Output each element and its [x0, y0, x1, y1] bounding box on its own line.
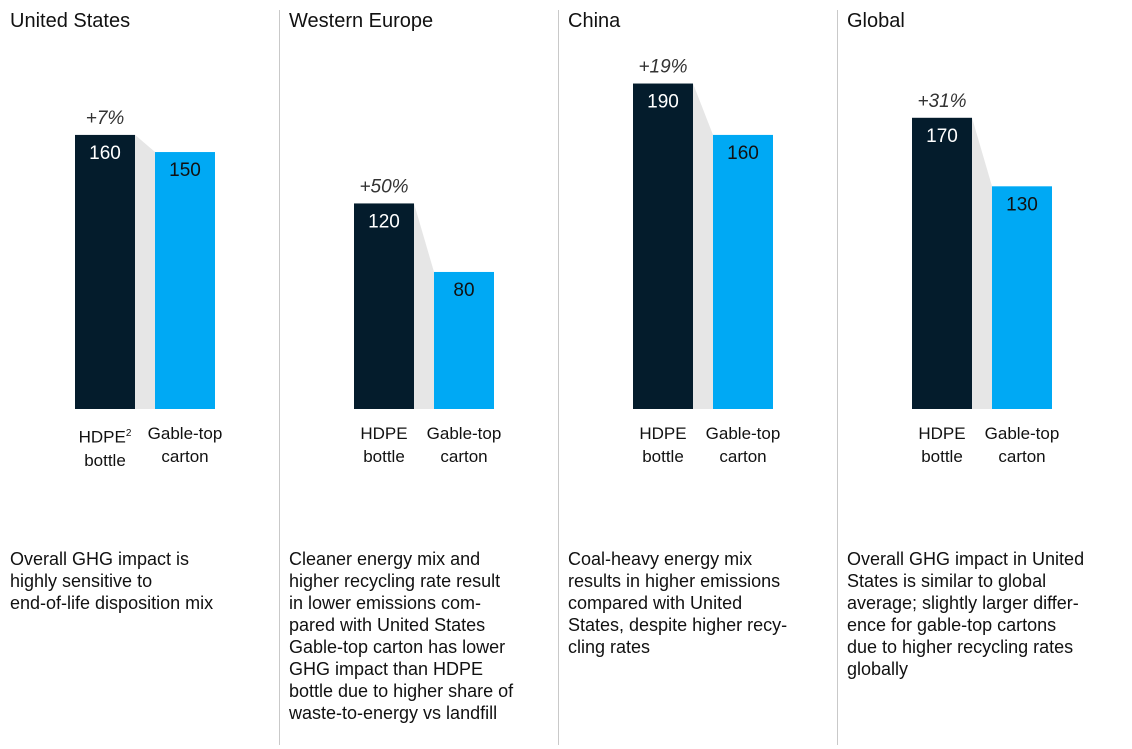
- difference-connector: [972, 117, 992, 409]
- note-line: globally: [847, 659, 909, 679]
- bar-hdpe-bottle: [912, 117, 972, 409]
- bar-hdpe-bottle: [75, 134, 135, 410]
- panel-divider: [558, 10, 559, 745]
- bar-value-label: 130: [1006, 194, 1038, 215]
- note-line: end-of-life disposition mix: [10, 593, 214, 613]
- region-title: United States: [10, 10, 131, 32]
- difference-percent-label: +50%: [359, 176, 408, 197]
- category-label-gable-top-carton: Gable-top carton: [404, 422, 524, 468]
- bar-chart: 120 80 +50%: [354, 176, 494, 409]
- category-label-gable-top-carton: Gable-top carton: [683, 422, 803, 468]
- bar-chart: 190 160 +19%: [633, 57, 773, 410]
- category-label-line: HDPE: [360, 424, 408, 443]
- bar-value-label: 160: [727, 143, 759, 164]
- region-panel: China 190 160 +19% HDPE bottle Gable-top carton…: [558, 0, 837, 749]
- category-label-line: HDPE: [639, 424, 687, 443]
- panel-divider: [279, 10, 280, 745]
- footnote-marker: 2: [125, 428, 132, 439]
- bar-gable-top-carton: [992, 186, 1052, 409]
- note-line: ence for gable-top cartons: [847, 615, 1057, 635]
- bar-gable-top-carton: [434, 271, 494, 409]
- note-line: Overall GHG impact in United: [847, 549, 1085, 569]
- bar-value-label: 170: [926, 126, 958, 147]
- category-label-hdpe-bottle: HDPE2 bottle: [55, 422, 155, 472]
- note-line: cling rates: [568, 637, 651, 657]
- category-label-line: Gable-top: [984, 424, 1060, 443]
- region-note: Coal-heavy energy mix results in higher e…: [568, 548, 828, 658]
- category-label-gable-top-carton: Gable-top carton: [125, 422, 245, 468]
- region-title: Western Europe: [289, 10, 434, 32]
- region-title: China: [568, 10, 621, 32]
- category-label-line: bottle: [921, 447, 963, 466]
- bar-chart: 170 130 +31%: [912, 91, 1052, 409]
- difference-percent-label: +31%: [917, 91, 966, 112]
- category-label-line: bottle: [363, 447, 405, 466]
- note-line: Gable-top carton has lower: [289, 637, 506, 657]
- category-label-line: carton: [440, 447, 488, 466]
- note-line: in lower emissions com-: [289, 593, 482, 613]
- note-line: States is similar to global: [847, 571, 1047, 591]
- note-line: average; slightly larger differ-: [847, 593, 1079, 613]
- region-panel: Global 170 130 +31% HDPE bottle Gable-top carto…: [837, 0, 1116, 749]
- difference-connector: [693, 83, 713, 409]
- difference-connector: [135, 134, 155, 410]
- category-label-line: HDPE: [78, 427, 126, 447]
- panel-divider: [837, 10, 838, 745]
- bar-value-label: 190: [647, 92, 679, 113]
- category-label-line: Gable-top: [426, 424, 502, 443]
- region-panel: Western Europe 120 80 +50% HDPE bottle Gable-t…: [279, 0, 558, 749]
- note-line: bottle due to higher share of: [289, 681, 514, 701]
- note-line: waste-to-energy vs landfill: [289, 703, 498, 723]
- bar-value-label: 160: [89, 143, 121, 164]
- category-label-gable-top-carton: Gable-top carton: [962, 422, 1082, 468]
- region-note: Overall GHG impact is highly sensitive to…: [10, 548, 270, 614]
- category-label-line: carton: [998, 447, 1046, 466]
- bar-gable-top-carton: [713, 134, 773, 410]
- note-line: higher recycling rate result: [289, 571, 501, 591]
- bar-value-label: 80: [453, 280, 474, 301]
- category-label-line: carton: [719, 447, 767, 466]
- region-title: Global: [847, 10, 905, 32]
- bar-value-label: 150: [169, 160, 201, 181]
- difference-percent-label: +7%: [86, 108, 125, 129]
- note-line: compared with United: [568, 593, 743, 613]
- note-line: States, despite higher recy-: [568, 615, 788, 635]
- region-note: Cleaner energy mix and higher recycling r…: [289, 548, 549, 724]
- category-label-line: bottle: [84, 450, 126, 470]
- region-panel: United States 160 150 +7% HDPE2 bottle Gable-t…: [0, 0, 279, 749]
- note-line: Overall GHG impact is: [10, 549, 190, 569]
- bar-hdpe-bottle: [633, 83, 693, 409]
- bar-value-label: 120: [368, 211, 400, 232]
- bar-hdpe-bottle: [354, 203, 414, 409]
- note-line: results in higher emissions: [568, 571, 781, 591]
- note-line: pared with United States: [289, 615, 486, 635]
- category-label-line: Gable-top: [705, 424, 781, 443]
- difference-percent-label: +19%: [638, 57, 687, 78]
- category-label-line: Gable-top: [147, 424, 223, 443]
- category-label-hdpe-bottle: HDPE bottle: [334, 422, 434, 468]
- category-label-line: carton: [161, 447, 209, 466]
- note-line: due to higher recycling rates: [847, 637, 1074, 657]
- bar-chart: 160 150 +7%: [75, 108, 215, 410]
- category-label-line: bottle: [642, 447, 684, 466]
- note-line: Coal-heavy energy mix: [568, 549, 753, 569]
- category-label-line: HDPE: [918, 424, 966, 443]
- note-line: highly sensitive to: [10, 571, 153, 591]
- category-label-hdpe-bottle: HDPE bottle: [613, 422, 713, 468]
- bar-gable-top-carton: [155, 152, 215, 410]
- note-line: GHG impact than HDPE: [289, 659, 484, 679]
- region-note: Overall GHG impact in United States is si…: [847, 548, 1107, 680]
- difference-connector: [414, 203, 434, 409]
- category-label-hdpe-bottle: HDPE bottle: [892, 422, 992, 468]
- note-line: Cleaner energy mix and: [289, 549, 481, 569]
